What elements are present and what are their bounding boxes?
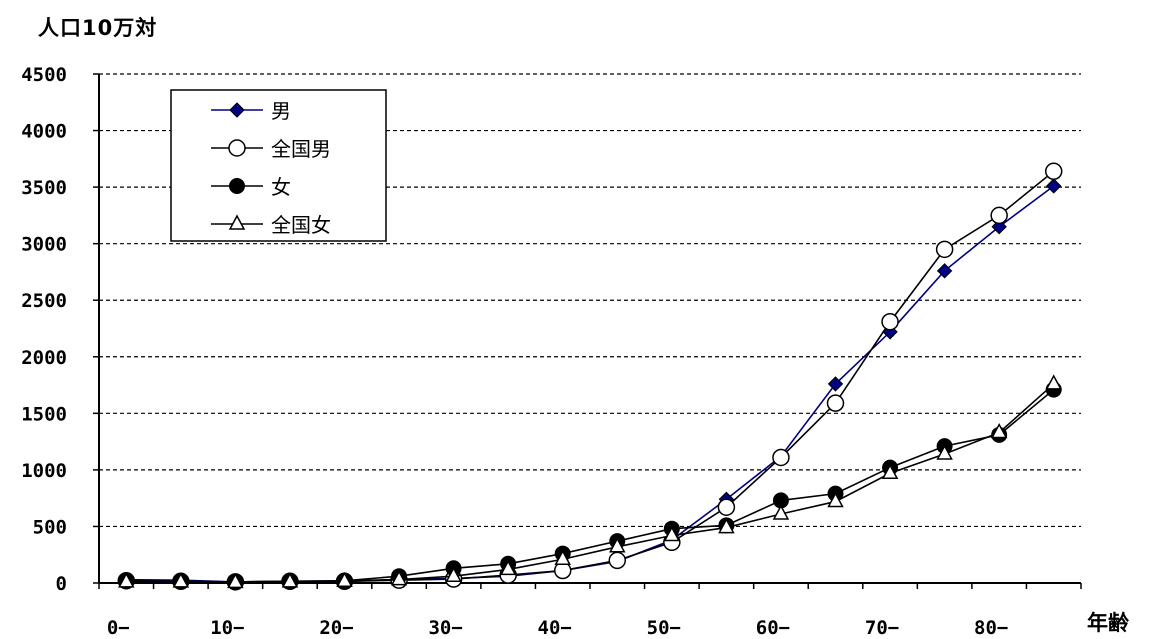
y-tick-label: 500	[33, 516, 67, 538]
data-point	[881, 312, 899, 331]
y-tick-label: 1500	[21, 403, 67, 425]
data-point	[663, 525, 681, 542]
data-point	[827, 376, 844, 392]
data-point	[336, 571, 353, 588]
x-tick-labels: 0− 10− 20− 30− 40− 50− 60− 70− 80−	[107, 617, 1008, 639]
data-point	[827, 491, 844, 508]
legend-marker	[228, 214, 246, 230]
y-tick-label: 4000	[21, 121, 67, 143]
y-tick-labels: 0 500 1000 1500 2000 2500 3000 3500 4000 4500	[21, 64, 67, 595]
x-tick-label: 50−	[647, 617, 681, 639]
legend-label: 男	[271, 99, 291, 123]
data-point	[281, 572, 299, 588]
data-point	[990, 422, 1008, 439]
data-point	[1046, 178, 1062, 194]
data-point	[826, 394, 845, 412]
data-point	[554, 549, 571, 565]
legend-marker	[229, 102, 245, 118]
y-tick-label: 3000	[21, 234, 67, 256]
x-tick-label: 0−	[107, 617, 130, 639]
data-point	[609, 537, 626, 553]
x-tick-label: 30−	[428, 617, 462, 639]
data-point	[1045, 374, 1062, 390]
axes	[93, 73, 1082, 589]
x-tick-label: 40−	[538, 617, 572, 639]
data-point	[1044, 162, 1063, 181]
x-axis-title: 年齢	[1087, 611, 1129, 635]
x-tick-label: 20−	[319, 617, 353, 639]
legend-label: 全国男	[271, 137, 331, 161]
series-line	[126, 185, 1055, 583]
data-point	[935, 240, 954, 259]
data-point	[118, 572, 135, 588]
data-point	[227, 572, 244, 589]
y-tick-label: 0	[56, 573, 67, 595]
legend-marker	[229, 178, 245, 194]
y-axis-title: 人口10万対	[38, 16, 158, 40]
y-tick-label: 3500	[21, 177, 67, 199]
data-point	[608, 551, 627, 570]
series-line	[126, 383, 1055, 584]
legend-label: 女	[271, 175, 291, 199]
data-point	[881, 463, 899, 480]
data-point	[445, 566, 462, 582]
series-group	[117, 162, 1063, 591]
y-tick-label: 4500	[21, 64, 67, 86]
data-point	[718, 517, 735, 534]
legend-marker	[228, 139, 246, 157]
data-point	[936, 263, 953, 279]
series-4	[118, 374, 1062, 589]
legend-box	[170, 89, 387, 242]
x-tick-label: 70−	[865, 617, 899, 639]
data-point	[499, 559, 517, 576]
data-point	[990, 206, 1008, 225]
legend-label: 全国女	[271, 213, 331, 237]
data-point	[936, 444, 953, 460]
data-point	[390, 570, 408, 586]
y-tick-label: 1000	[21, 460, 67, 482]
data-point	[172, 572, 190, 588]
data-point	[772, 504, 790, 520]
y-tick-label: 2500	[21, 290, 67, 312]
data-point	[717, 498, 736, 516]
x-tick-label: 60−	[756, 617, 790, 639]
x-tick-label: 80−	[974, 617, 1008, 639]
data-point	[772, 448, 790, 467]
x-tick-label: 10−	[210, 617, 244, 639]
y-tick-label: 2000	[21, 347, 67, 369]
